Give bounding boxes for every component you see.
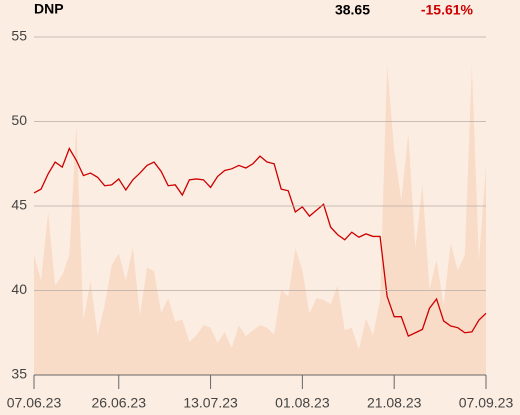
y-tick-label: 35 [11,366,27,382]
price-line [33,147,487,338]
x-tick-label: 13.07.23 [183,395,238,411]
last-price: 38.65 [335,2,370,18]
x-tick-label: 21.08.23 [367,395,422,411]
y-tick-label: 45 [11,197,27,213]
price-change: -15.61% [421,2,474,18]
chart-title: DNP [34,1,64,17]
y-tick-label: 40 [11,281,27,297]
x-tick-label: 07.06.23 [7,395,62,411]
y-tick-label: 50 [11,112,27,128]
x-tick-label: 01.08.23 [275,395,330,411]
volume-area [34,64,486,375]
x-tick-label: 26.06.23 [92,395,147,411]
y-tick-label: 55 [11,28,27,44]
x-tick-label: 07.09.23 [459,395,514,411]
